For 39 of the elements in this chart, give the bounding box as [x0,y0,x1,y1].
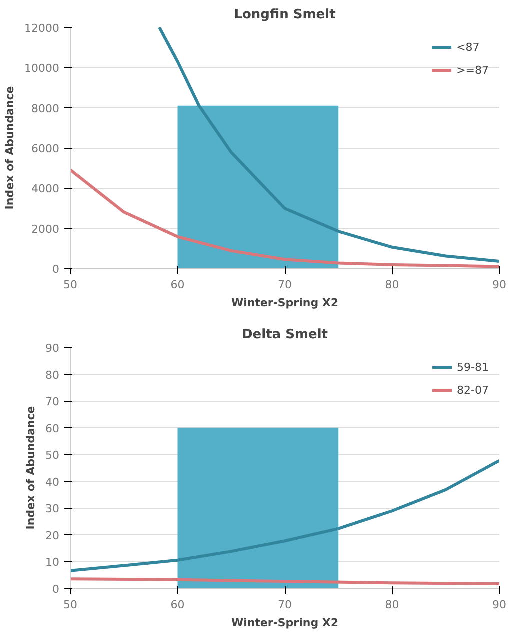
y-tick-label: 8000 [32,102,60,116]
y-axis-title: Index of Abundance [24,406,38,530]
line-series [70,459,500,572]
y-tick-label: 70 [46,396,60,409]
y-tick-label: 0 [52,263,60,276]
y-tick-label: 50 [46,449,60,462]
legend-label: 82-07 [457,384,489,396]
x-tick-label: 90 [492,278,506,292]
x-tick-label: 70 [278,598,292,612]
y-tick-label: 12000 [24,22,60,35]
x-tick-label: 50 [64,278,78,292]
y-tick-label: 6000 [32,142,60,156]
legend-label: >=87 [456,64,489,76]
y-tick-label: 10000 [24,62,60,76]
x-tick-label: 60 [170,598,185,612]
x-axis-title: Winter-Spring X2 [231,296,339,310]
x-axis-title: Winter-Spring X2 [231,616,339,630]
y-tick-label: 4000 [32,182,60,196]
line-series [158,28,500,263]
x-tick-label: 80 [385,598,400,612]
legend-label: 59-81 [457,360,489,374]
y-tick-label: 30 [46,502,60,516]
x-tick-label: 50 [64,598,78,612]
legend-label: <87 [456,40,480,54]
x-tick-label: 70 [278,278,292,292]
y-tick-label: 80 [46,368,60,382]
y-tick-label: 20 [46,529,60,542]
y-tick-label: 40 [46,476,60,489]
y-tick-label: 10 [46,556,60,570]
y-axis-title: Index of Abundance [4,86,17,210]
y-tick-label: 0 [52,583,60,596]
y-tick-label: 2000 [32,222,60,236]
y-tick-label: 60 [46,422,60,436]
y-tick-label: 90 [46,342,60,355]
chart-title: Delta Smelt [242,328,328,342]
chart-title: Longfin Smelt [234,8,336,22]
x-tick-label: 60 [170,278,185,292]
x-tick-label: 90 [492,598,506,612]
x-tick-label: 80 [385,278,400,292]
